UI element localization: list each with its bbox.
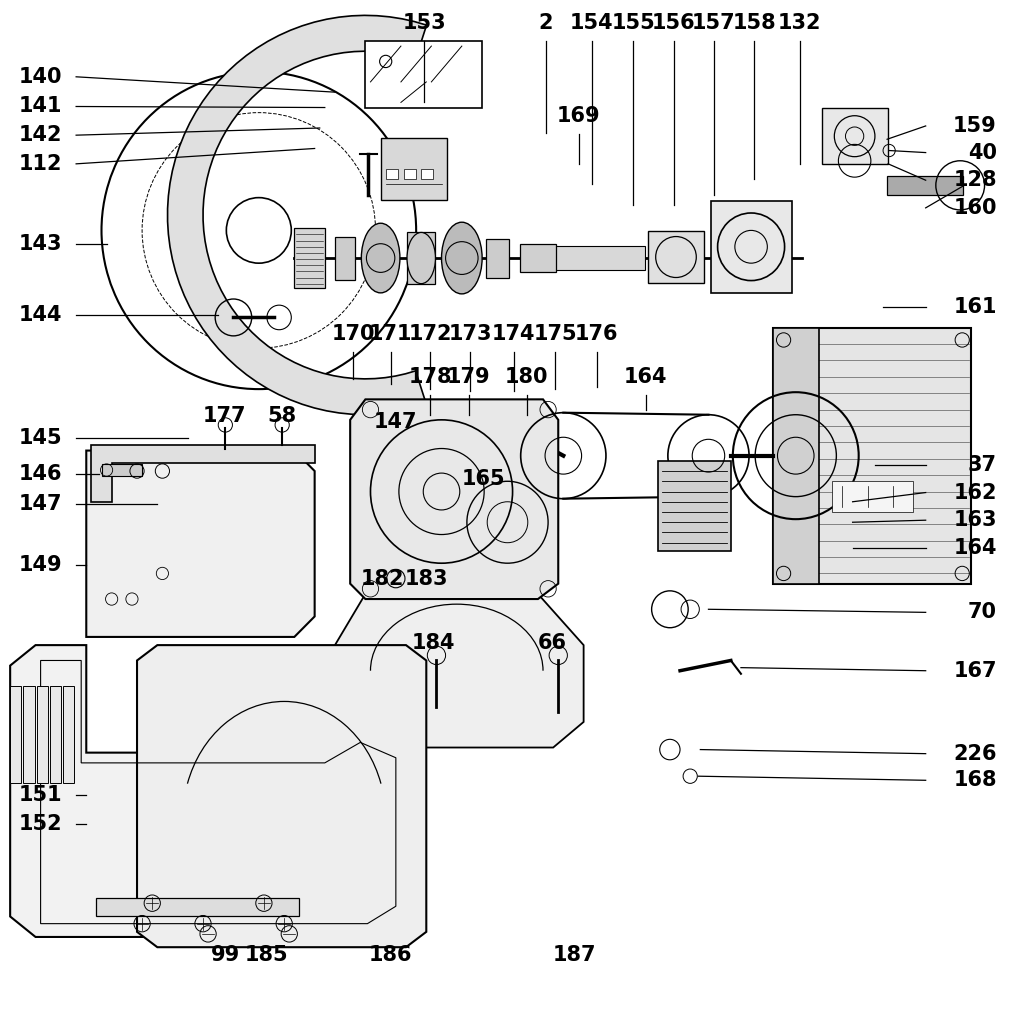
Polygon shape: [350, 399, 558, 599]
Text: 151: 151: [18, 784, 62, 805]
Bar: [37, 686, 48, 783]
Text: 153: 153: [403, 12, 446, 33]
Polygon shape: [167, 15, 426, 415]
Text: 154: 154: [570, 12, 613, 33]
Text: 168: 168: [953, 770, 997, 791]
Text: 58: 58: [268, 406, 296, 426]
Text: 99: 99: [211, 944, 240, 965]
Text: 159: 159: [953, 116, 997, 136]
Bar: [381, 138, 447, 200]
Bar: [23, 686, 35, 783]
Bar: [50, 686, 61, 783]
Bar: [421, 169, 433, 179]
Text: 140: 140: [18, 67, 62, 87]
Text: 145: 145: [18, 428, 62, 449]
Text: 187: 187: [553, 944, 596, 965]
Bar: [96, 898, 299, 916]
Bar: [710, 201, 792, 293]
Ellipse shape: [442, 222, 482, 294]
Bar: [102, 464, 142, 476]
Text: 167: 167: [953, 660, 997, 681]
Bar: [887, 176, 963, 195]
Polygon shape: [91, 445, 315, 502]
Text: 165: 165: [462, 469, 504, 489]
Bar: [832, 481, 914, 512]
Bar: [658, 461, 731, 551]
Text: 179: 179: [448, 367, 490, 387]
Text: 128: 128: [953, 170, 997, 190]
Text: 141: 141: [18, 96, 62, 117]
Bar: [335, 237, 355, 280]
Text: 164: 164: [953, 538, 997, 558]
Text: 177: 177: [203, 406, 246, 426]
Text: 144: 144: [18, 305, 62, 326]
Text: 158: 158: [733, 12, 775, 33]
Text: 149: 149: [18, 555, 62, 575]
Text: 40: 40: [967, 142, 997, 163]
Text: 171: 171: [369, 324, 412, 344]
Text: 143: 143: [18, 233, 62, 254]
Bar: [553, 246, 645, 270]
Text: 70: 70: [967, 602, 997, 623]
Bar: [407, 232, 435, 284]
Text: 2: 2: [539, 12, 553, 33]
Text: 142: 142: [18, 125, 62, 145]
Text: 174: 174: [492, 324, 535, 344]
Text: 178: 178: [409, 367, 452, 387]
Bar: [773, 328, 819, 584]
Text: 183: 183: [405, 568, 448, 589]
Bar: [365, 41, 482, 108]
Text: 185: 185: [246, 944, 288, 965]
Text: 147: 147: [375, 412, 417, 432]
Text: 164: 164: [624, 367, 667, 387]
Text: 173: 173: [449, 324, 491, 344]
Text: 37: 37: [967, 455, 997, 475]
Text: 175: 175: [534, 324, 577, 344]
Text: 146: 146: [18, 464, 62, 484]
Text: 112: 112: [18, 154, 62, 174]
Polygon shape: [86, 451, 315, 637]
Text: 182: 182: [361, 568, 404, 589]
Text: 155: 155: [611, 12, 656, 33]
Ellipse shape: [407, 232, 435, 284]
Ellipse shape: [361, 223, 400, 293]
Text: 161: 161: [953, 297, 997, 317]
Bar: [386, 169, 398, 179]
Bar: [404, 169, 416, 179]
Text: 172: 172: [409, 324, 452, 344]
Text: 180: 180: [505, 367, 548, 387]
Polygon shape: [10, 645, 406, 937]
Text: 176: 176: [576, 324, 618, 344]
Text: 169: 169: [557, 105, 600, 126]
Text: 163: 163: [953, 510, 997, 530]
Text: 160: 160: [953, 198, 997, 218]
Bar: [822, 108, 888, 164]
Bar: [294, 228, 325, 288]
Bar: [648, 231, 704, 283]
Polygon shape: [335, 594, 584, 748]
Text: 226: 226: [953, 743, 997, 764]
Text: 186: 186: [369, 944, 412, 965]
Text: 132: 132: [779, 12, 821, 33]
Text: 162: 162: [953, 482, 997, 503]
Text: 147: 147: [18, 494, 62, 514]
Bar: [773, 328, 971, 584]
Text: 66: 66: [538, 633, 566, 653]
Bar: [521, 244, 556, 272]
Text: 170: 170: [332, 324, 375, 344]
Bar: [486, 239, 509, 278]
Polygon shape: [137, 645, 426, 947]
Text: 152: 152: [18, 814, 62, 835]
Text: 156: 156: [653, 12, 695, 33]
Text: 157: 157: [692, 12, 735, 33]
Bar: [10, 686, 21, 783]
Text: 184: 184: [412, 633, 455, 653]
Bar: [63, 686, 74, 783]
